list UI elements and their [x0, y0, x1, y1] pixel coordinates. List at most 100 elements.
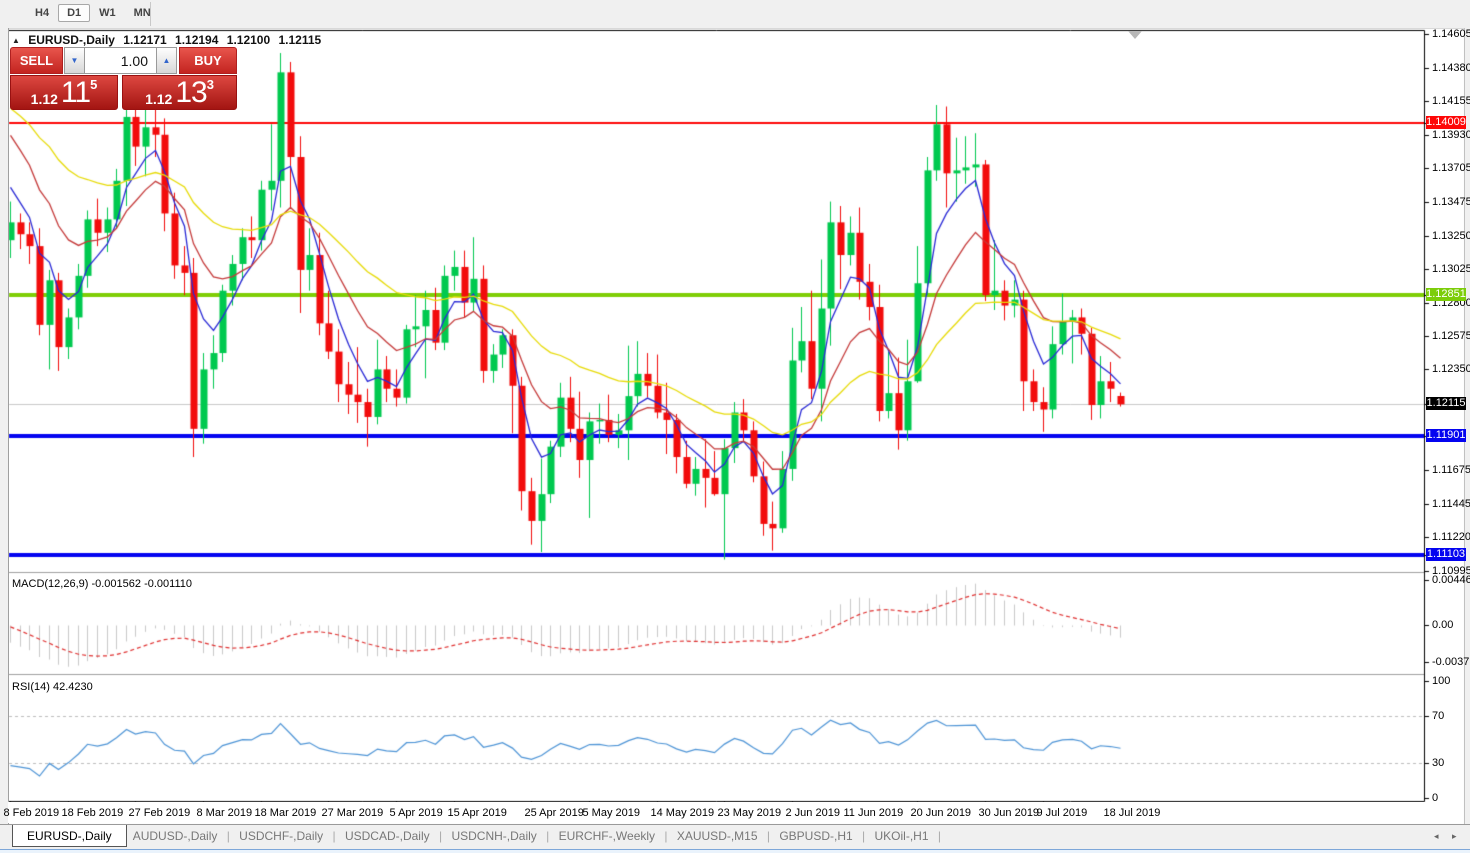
- date-axis-label: 15 Apr 2019: [447, 807, 507, 819]
- rsi-axis-label: 30: [1432, 756, 1445, 769]
- symbol-tab-eurchfweekly[interactable]: EURCHF-,Weekly: [558, 829, 656, 843]
- price-axis-label: 1.14380: [1432, 61, 1470, 74]
- symbol-tab-eurusddaily[interactable]: EURUSD-,Daily: [12, 825, 127, 847]
- chart-shift-marker-icon[interactable]: [1128, 31, 1142, 39]
- date-axis-label: 25 Apr 2019: [524, 807, 584, 819]
- date-axis-label: 27 Feb 2019: [128, 807, 191, 819]
- date-axis-label: 18 Feb 2019: [61, 807, 124, 819]
- price-axis-badge: 1.12851: [1426, 287, 1466, 301]
- date-axis-label: 8 Mar 2019: [196, 807, 253, 819]
- date-axis-label: 9 Jul 2019: [1036, 807, 1088, 819]
- symbol-tab-bar: EURUSD-,Daily AUDUSD-,Daily | USDCHF-,Dai…: [0, 824, 1470, 850]
- tab-separator: |: [435, 829, 446, 843]
- price-axis-label: 1.13475: [1432, 196, 1470, 209]
- price-axis-label: 1.11220: [1432, 531, 1470, 544]
- tab-scroll-left-icon[interactable]: ◂: [1434, 831, 1439, 841]
- date-axis-label: 5 Apr 2019: [389, 807, 443, 819]
- macd-axis-label: 0.00: [1432, 619, 1454, 631]
- timeframe-toolbar: H4 D1 W1 MN: [0, 0, 1470, 29]
- tab-separator: |: [542, 829, 553, 843]
- buy-price-prefix: 1.12: [145, 91, 173, 107]
- symbol-tab-gbpusdh1[interactable]: GBPUSD-,H1: [779, 829, 853, 843]
- symbol-tab-usdcaddaily[interactable]: USDCAD-,Daily: [344, 829, 430, 843]
- tab-separator: |: [934, 829, 941, 843]
- tab-separator: |: [661, 829, 671, 843]
- macd-indicator-label: MACD(12,26,9) -0.001562 -0.001110: [12, 578, 192, 590]
- rsi-axis-label: 70: [1432, 710, 1445, 723]
- price-axis-label: 1.13930: [1432, 128, 1470, 141]
- timeframe-tab-d1[interactable]: D1: [58, 4, 91, 22]
- date-axis-strip: [8, 802, 1425, 823]
- ohlc-close: 1.12115: [278, 33, 322, 47]
- ohlc-low: 1.12100: [226, 33, 271, 47]
- rsi-axis-label: 0: [1432, 792, 1439, 804]
- symbol-tab-ukoilh1[interactable]: UKOil-,H1: [874, 829, 929, 843]
- price-axis-label: 1.11675: [1432, 463, 1470, 476]
- tab-scroll-right-icon[interactable]: ▸: [1452, 831, 1457, 841]
- date-axis-label: 11 Jun 2019: [843, 807, 904, 819]
- chevron-up-icon: ▲: [162, 56, 171, 65]
- window-bottom-edge: [0, 849, 1470, 853]
- date-axis-label: 8 Feb 2019: [3, 807, 60, 819]
- date-axis-label: 30 Jun 2019: [978, 807, 1040, 819]
- tab-separator: |: [763, 829, 774, 843]
- price-axis-badge: 1.14009: [1426, 116, 1466, 129]
- macd-axis-label: 0.004465: [1432, 574, 1470, 587]
- buy-button[interactable]: BUY: [179, 47, 237, 74]
- price-axis-label: 1.11445: [1432, 497, 1470, 510]
- price-axis-label: 1.12350: [1432, 363, 1470, 376]
- timeframe-tab-w1[interactable]: W1: [99, 7, 116, 19]
- volume-increase-button[interactable]: ▲: [156, 47, 177, 74]
- date-axis-label: 2 Jun 2019: [785, 807, 840, 819]
- date-axis-label: 14 May 2019: [650, 807, 715, 819]
- price-axis-badge: 1.11103: [1426, 547, 1466, 561]
- price-axis-badge: 1.11901: [1426, 429, 1466, 443]
- price-axis-label: 1.10995: [1432, 564, 1470, 577]
- chevron-down-icon: ▼: [70, 56, 79, 65]
- rsi-axis-label: 100: [1432, 675, 1451, 687]
- price-axis-label: 1.13705: [1432, 162, 1470, 175]
- tab-separator: |: [329, 829, 339, 843]
- ohlc-high: 1.12194: [175, 33, 219, 47]
- macd-axis-label: -0.003715: [1432, 656, 1470, 669]
- window-left-frame: [0, 28, 9, 853]
- buy-price-sup: 3: [206, 77, 214, 92]
- one-click-collapse-icon[interactable]: ▲: [12, 36, 20, 45]
- volume-decrease-button[interactable]: ▼: [64, 47, 85, 74]
- timeframe-tabs: H4 D1 W1 MN: [26, 3, 160, 22]
- date-axis-label: 5 May 2019: [582, 807, 640, 819]
- sell-price-prefix: 1.12: [30, 91, 58, 107]
- tab-separator: |: [858, 829, 869, 843]
- ohlc-open: 1.12171: [123, 33, 167, 47]
- buy-price-button[interactable]: 1.12 133: [122, 75, 237, 110]
- date-axis-label: 27 Mar 2019: [321, 807, 384, 819]
- symbol-tab-xauusdm15[interactable]: XAUUSD-,M15: [676, 829, 758, 843]
- price-axis-label: 1.14605: [1432, 28, 1470, 41]
- price-axis-badge: 1.12115: [1426, 397, 1466, 411]
- price-axis-label: 1.13025: [1432, 263, 1470, 276]
- date-axis-label: 18 Mar 2019: [254, 807, 317, 819]
- tab-separator: |: [223, 829, 234, 843]
- sell-price-main: 11: [60, 76, 91, 109]
- symbol-tab-usdcnhdaily[interactable]: USDCNH-,Daily: [451, 829, 537, 843]
- symbol-tab-usdchfdaily[interactable]: USDCHF-,Daily: [239, 829, 324, 843]
- volume-input[interactable]: [85, 47, 156, 74]
- sell-button[interactable]: SELL: [10, 47, 63, 74]
- price-axis-label: 1.13250: [1432, 229, 1470, 242]
- buy-price-main: 13: [175, 76, 207, 109]
- date-axis-label: 18 Jul 2019: [1103, 807, 1161, 819]
- sell-price-sup: 5: [90, 77, 98, 92]
- sell-price-button[interactable]: 1.12 115: [10, 75, 118, 110]
- symbol-tab-audusddaily[interactable]: AUDUSD-,Daily: [132, 829, 218, 843]
- rsi-indicator-label: RSI(14) 42.4230: [12, 681, 93, 693]
- price-axis-label: 1.14155: [1432, 95, 1470, 108]
- date-axis-label: 23 May 2019: [717, 807, 782, 819]
- timeframe-tab-mn[interactable]: MN: [133, 7, 151, 19]
- toolbar-separator: [150, 2, 151, 26]
- chart-title-row: ▲ EURUSD-,Daily 1.12171 1.12194 1.12100 …: [12, 33, 326, 47]
- price-axis-label: 1.12575: [1432, 329, 1470, 342]
- timeframe-tab-h4[interactable]: H4: [35, 7, 50, 19]
- date-axis-label: 20 Jun 2019: [910, 807, 972, 819]
